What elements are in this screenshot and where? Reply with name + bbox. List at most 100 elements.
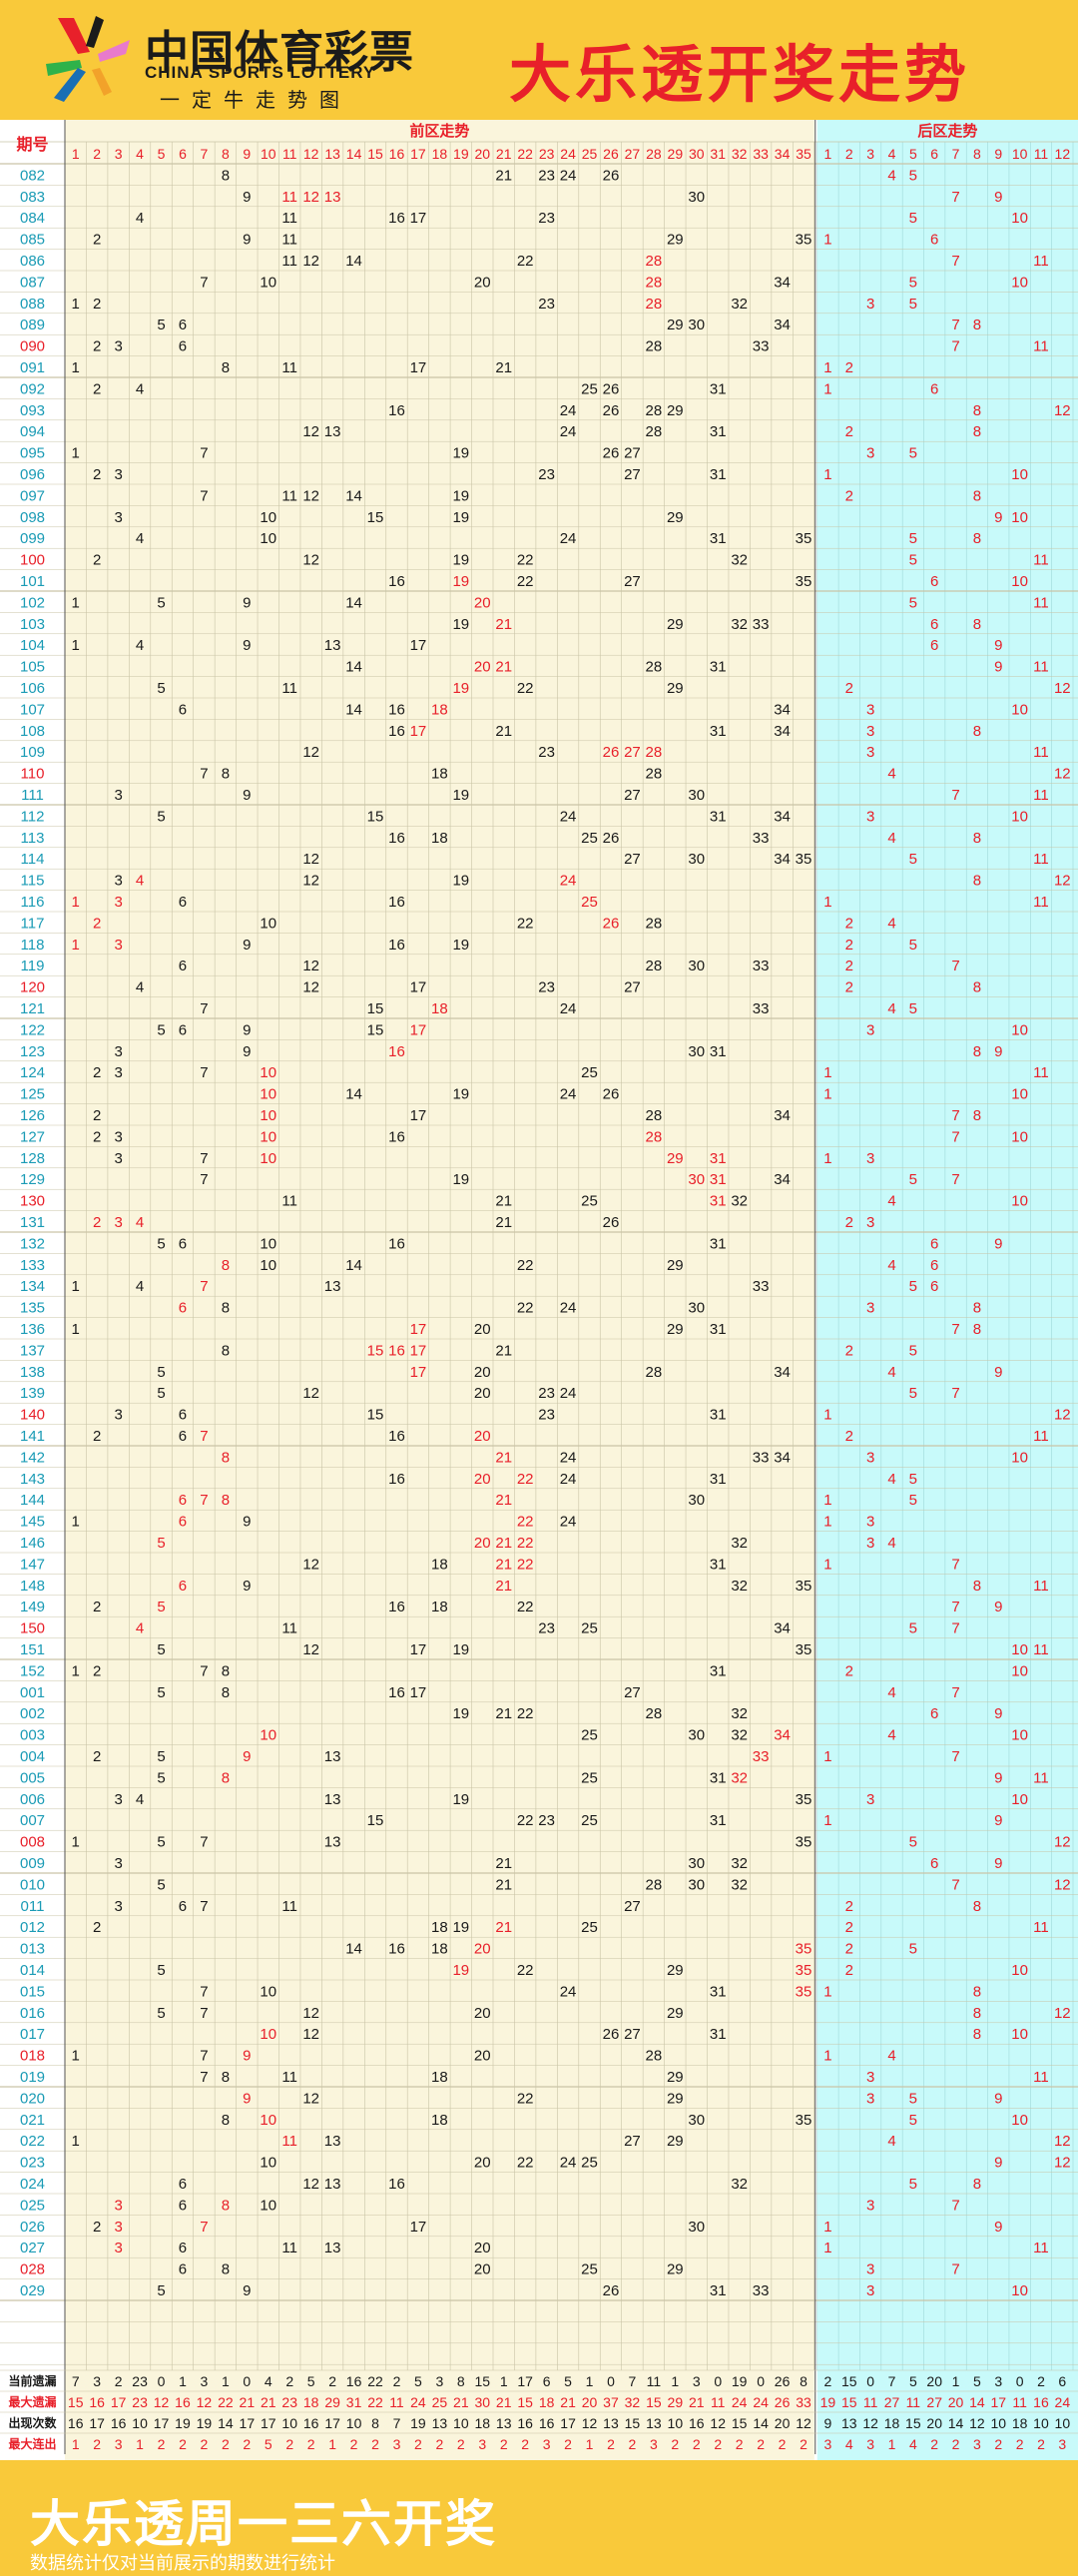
front-number-header: 8 — [222, 146, 230, 162]
back-number-mark: 6 — [930, 232, 938, 249]
back-number-mark: 10 — [1011, 1727, 1028, 1744]
front-number-header: 9 — [243, 146, 251, 162]
stat-value: 5 — [307, 2373, 315, 2389]
back-number-mark: 7 — [951, 1684, 959, 1701]
stat-value: 17 — [240, 2415, 256, 2431]
front-number-mark: 26 — [603, 915, 620, 932]
stat-value: 2 — [1016, 2436, 1024, 2452]
front-number-mark: 27 — [624, 851, 641, 868]
front-number-mark: 4 — [136, 637, 144, 654]
front-number-mark: 28 — [646, 253, 663, 270]
stat-value: 20 — [926, 2373, 942, 2389]
front-number-mark: 10 — [260, 1235, 276, 1252]
front-number-mark: 16 — [388, 937, 405, 954]
front-number-mark: 15 — [367, 1407, 384, 1424]
front-number-header: 3 — [115, 146, 123, 162]
front-number-mark: 22 — [517, 680, 534, 697]
issue-cell: 109 — [20, 744, 45, 761]
front-number-mark: 34 — [774, 851, 791, 868]
stat-value: 20 — [582, 2394, 598, 2410]
front-number-mark: 18 — [431, 1941, 448, 1958]
stat-value: 0 — [158, 2373, 166, 2389]
front-number-mark: 9 — [243, 1021, 251, 1038]
back-number-mark: 5 — [909, 1278, 917, 1295]
back-area-bg — [816, 120, 1078, 2460]
front-number-mark: 10 — [260, 1086, 276, 1103]
front-number-mark: 9 — [243, 1043, 251, 1060]
back-number-mark: 5 — [909, 296, 917, 313]
stat-value: 21 — [560, 2394, 576, 2410]
back-number-mark: 5 — [909, 167, 917, 184]
front-number-mark: 7 — [200, 445, 208, 462]
issue-cell: 021 — [20, 2112, 45, 2129]
back-number-mark: 12 — [1054, 766, 1071, 783]
front-number-mark: 21 — [495, 1492, 512, 1509]
front-number-mark: 5 — [157, 1235, 165, 1252]
back-number-mark: 10 — [1011, 274, 1028, 291]
front-number-mark: 7 — [200, 1428, 208, 1445]
front-number-mark: 9 — [243, 1578, 251, 1595]
stat-value: 19 — [197, 2415, 213, 2431]
front-number-mark: 16 — [388, 210, 405, 227]
front-number-mark: 2 — [93, 1428, 101, 1445]
front-number-mark: 23 — [538, 744, 555, 761]
issue-cell: 132 — [20, 1235, 45, 1252]
front-number-mark: 30 — [688, 1492, 705, 1509]
front-number-mark: 11 — [281, 253, 297, 270]
stat-value: 17 — [89, 2415, 105, 2431]
issue-cell: 025 — [20, 2197, 45, 2214]
stat-value: 2 — [564, 2436, 572, 2452]
front-number-mark: 27 — [624, 1898, 641, 1915]
front-number-mark: 27 — [624, 979, 641, 996]
front-number-mark: 9 — [243, 2090, 251, 2107]
back-number-mark: 12 — [1054, 2155, 1071, 2172]
back-number-mark: 1 — [823, 1556, 831, 1573]
front-number-header: 26 — [603, 146, 619, 162]
stat-value: 16 — [111, 2415, 127, 2431]
back-number-mark: 1 — [823, 894, 831, 911]
front-number-mark: 14 — [345, 701, 362, 718]
stat-value: 1 — [222, 2373, 230, 2389]
issue-cell: 082 — [20, 167, 45, 184]
stat-value: 20 — [926, 2415, 942, 2431]
front-number-mark: 4 — [136, 380, 144, 397]
back-number-mark: 2 — [845, 359, 853, 376]
front-number-mark: 2 — [93, 232, 101, 249]
front-number-mark: 32 — [731, 296, 748, 313]
front-number-mark: 28 — [646, 423, 663, 440]
front-number-mark: 11 — [281, 487, 297, 504]
front-number-header: 21 — [496, 146, 512, 162]
stat-value: 2 — [1037, 2436, 1045, 2452]
issue-cell: 149 — [20, 1599, 45, 1615]
stat-value: 1 — [888, 2436, 896, 2452]
issue-cell: 151 — [20, 1641, 45, 1658]
front-number-mark: 1 — [72, 894, 80, 911]
front-number-mark: 27 — [624, 2026, 641, 2043]
back-number-mark: 12 — [1054, 2005, 1071, 2022]
front-number-mark: 16 — [388, 1941, 405, 1958]
front-number-mark: 22 — [517, 915, 534, 932]
front-number-mark: 31 — [710, 423, 727, 440]
front-number-mark: 5 — [157, 1021, 165, 1038]
front-number-mark: 25 — [581, 830, 598, 847]
stat-value: 17 — [517, 2373, 533, 2389]
stat-value: 7 — [72, 2373, 80, 2389]
front-number-mark: 24 — [560, 1300, 577, 1317]
front-number-mark: 3 — [114, 1791, 122, 1808]
front-number-mark: 26 — [603, 167, 620, 184]
stat-value: 20 — [948, 2394, 964, 2410]
front-number-mark: 9 — [243, 787, 251, 804]
front-number-mark: 20 — [474, 2240, 491, 2256]
front-number-mark: 35 — [796, 851, 812, 868]
stat-value: 3 — [543, 2436, 551, 2452]
back-number-mark: 5 — [909, 1471, 917, 1488]
stat-value: 0 — [607, 2373, 615, 2389]
front-number-mark: 5 — [157, 680, 165, 697]
front-number-mark: 2 — [93, 338, 101, 355]
front-number-mark: 24 — [560, 873, 577, 890]
front-number-mark: 24 — [560, 167, 577, 184]
front-number-mark: 27 — [624, 2133, 641, 2150]
back-number-mark: 5 — [909, 445, 917, 462]
front-number-mark: 28 — [646, 2048, 663, 2065]
front-number-mark: 18 — [431, 1919, 448, 1936]
